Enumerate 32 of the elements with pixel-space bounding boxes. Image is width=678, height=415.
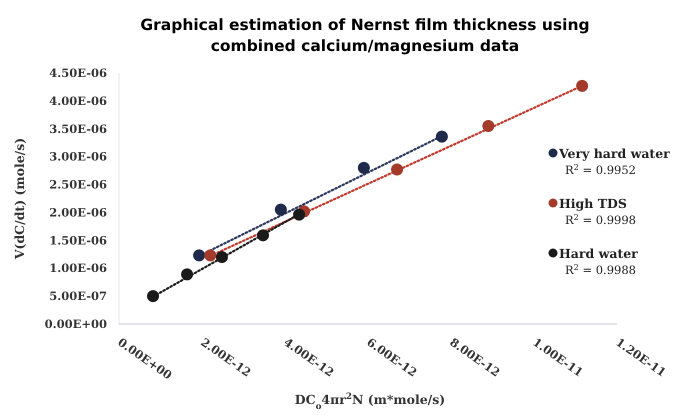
legend-label: Very hard water bbox=[558, 146, 670, 161]
x-axis-title: DC$_{o}$4πr$^{2}$N (m*mole/s) bbox=[294, 392, 446, 412]
point bbox=[193, 249, 206, 262]
point bbox=[391, 163, 404, 176]
point bbox=[274, 204, 287, 216]
point bbox=[576, 80, 588, 92]
point bbox=[293, 208, 306, 221]
point bbox=[181, 268, 194, 280]
legend-label: Hard water bbox=[559, 246, 638, 261]
y-tick-label: 2.50E-06 bbox=[49, 178, 107, 192]
point bbox=[358, 162, 370, 174]
y-tick-label: 4.50E-06 bbox=[49, 66, 107, 80]
y-tick-label: 4.00E-06 bbox=[49, 94, 107, 108]
y-tick-label: 3.50E-06 bbox=[49, 122, 107, 136]
y-tick-label: 5.00E-07 bbox=[49, 289, 107, 304]
point bbox=[216, 251, 228, 264]
annotation: R$^{2}$ = 0.9988 bbox=[565, 262, 636, 277]
y-tick-label: 2.00E-06 bbox=[49, 205, 107, 220]
y-tick-label: 0.00E+00 bbox=[44, 317, 107, 331]
point bbox=[147, 290, 160, 302]
legend-label: High TDS bbox=[559, 196, 627, 211]
annotation: R$^{2}$ = 0.9998 bbox=[565, 212, 636, 227]
y-tick-label: 3.00E-06 bbox=[49, 150, 107, 164]
y-axis-title: V(dC/dt) (mole/s) bbox=[12, 138, 27, 260]
y-tick-label: 1.00E-06 bbox=[49, 261, 107, 276]
annotation: R$^{2}$ = 0.9952 bbox=[565, 162, 636, 177]
chart-title: Graphical estimation of Nernst film thickness using combined calcium/magnesium data bbox=[140, 16, 590, 55]
point bbox=[204, 249, 216, 262]
point bbox=[257, 229, 270, 242]
y-tick-label: 1.50E-06 bbox=[49, 233, 107, 248]
point bbox=[436, 130, 448, 143]
point bbox=[482, 120, 494, 132]
